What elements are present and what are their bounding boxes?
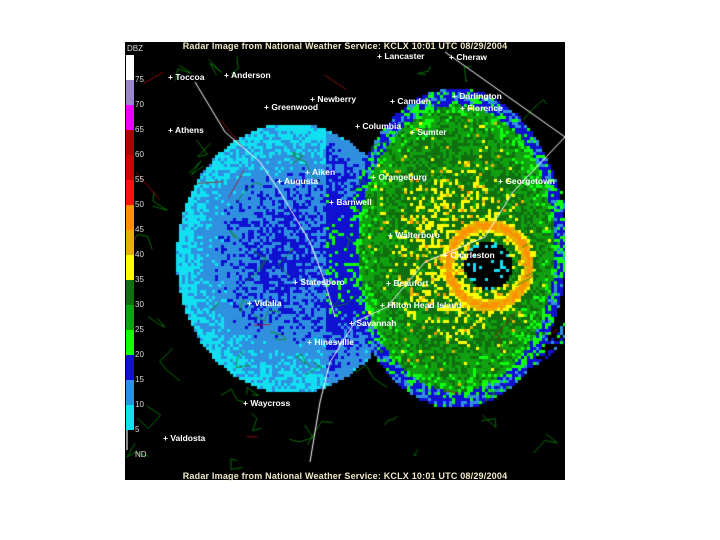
city-label: + Greenwood [264,102,319,112]
city-label: + Hinesville [307,337,355,347]
city-label: + Savannah [349,318,397,328]
city-label: + Athens [168,125,204,135]
legend-band [126,130,134,155]
radar-title-top: Radar Image from National Weather Servic… [182,41,508,51]
legend-band [126,180,134,205]
city-label: + Vidalia [247,298,282,308]
legend-band [126,330,134,355]
legend-band [126,405,134,430]
city-label: + Orangeburg [371,172,427,182]
city-label: + Beaufort [386,278,429,288]
legend-tick: ND [135,450,147,459]
legend-band [126,255,134,280]
radar-title-bottom: Radar Image from National Weather Servic… [182,471,508,481]
city-label: + Statesboro [293,277,345,287]
city-label: + Barnwell [329,197,372,207]
legend-band [126,305,134,330]
legend-band [126,355,134,380]
city-label: + Florence [460,103,503,113]
city-label: + Hilton Head Island [380,300,462,310]
legend-tick: 20 [135,350,144,359]
legend-band [126,105,134,130]
dbz-legend: 75 70 65 60 55 50 45 40 35 30 25 20 15 10 5 ND [126,55,147,459]
city-label: + Aiken [305,167,336,177]
city-label: + Columbia [355,121,402,131]
city-label: + Sumter [410,127,447,137]
city-label: + Georgetown [498,176,555,186]
legend-tick: 10 [135,400,144,409]
legend-band [126,280,134,305]
legend-tick: 65 [135,125,144,134]
radar-image: Radar Image from National Weather Servic… [125,41,565,481]
legend-tick: 5 [135,425,140,434]
legend-tick: 15 [135,375,144,384]
legend-tick: 25 [135,325,144,334]
city-label: + Valdosta [163,433,206,443]
city-label: + Toccoa [168,72,205,82]
legend-tick: 75 [135,75,144,84]
legend-tick: 70 [135,100,144,109]
legend-unit: DBZ [127,44,143,53]
city-label: + Camden [390,96,431,106]
legend-band [126,55,134,80]
legend-tick: 35 [135,275,144,284]
legend-band [126,230,134,255]
legend-band [126,155,134,180]
legend-tick: 60 [135,150,144,159]
city-label: + Lancaster [377,51,425,61]
city-label: + Waycross [243,398,291,408]
city-label: + Cheraw [449,52,488,62]
legend-tick: 50 [135,200,144,209]
radar-reflectivity-map [125,42,565,480]
legend-tick: 30 [135,300,144,309]
city-label: + Darlington [452,91,502,101]
legend-tick: 45 [135,225,144,234]
city-label: + Walterboro [388,230,440,240]
city-label: + Newberry [310,94,357,104]
legend-band [126,80,134,105]
legend-band [126,430,136,450]
city-label: + Anderson [224,70,271,80]
city-label: + Augusta [277,176,319,186]
legend-band [126,205,134,230]
legend-tick: 40 [135,250,144,259]
city-label: + Charleston [443,250,495,260]
legend-tick: 55 [135,175,144,184]
legend-band [126,380,134,405]
